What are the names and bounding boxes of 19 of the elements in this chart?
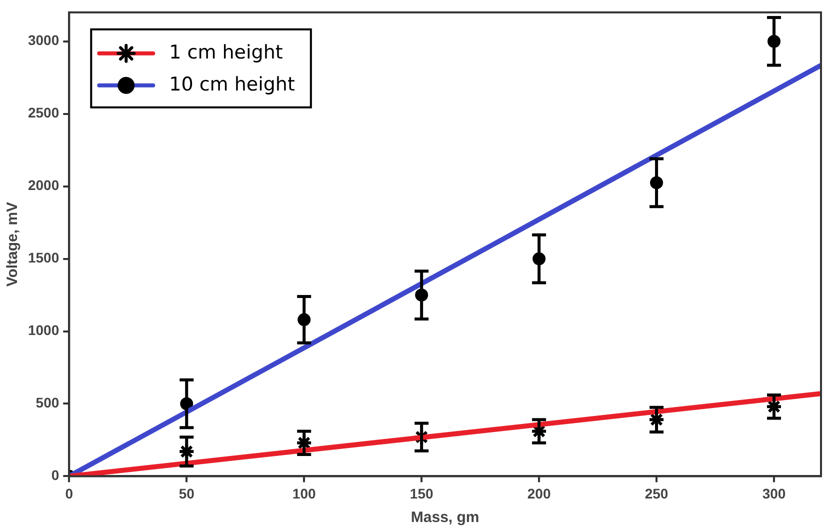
y-tick-label: 1000 bbox=[28, 322, 60, 338]
y-tick-label: 1500 bbox=[28, 250, 60, 266]
x-tick-label: 150 bbox=[410, 485, 434, 502]
x-tick-label: 300 bbox=[762, 485, 786, 502]
x-tick-label: 250 bbox=[644, 485, 668, 502]
x-axis-title: Mass, gm bbox=[410, 509, 480, 526]
y-axis-title: Voltage, mV bbox=[4, 202, 22, 287]
y-tick-label: 2500 bbox=[28, 104, 60, 121]
y-tick-label: 3000 bbox=[28, 32, 60, 48]
y-tick-label: 500 bbox=[36, 394, 60, 411]
legend-label: 1 cm height bbox=[169, 41, 283, 64]
x-tick-label: 0 bbox=[65, 485, 74, 502]
y-tick-label: 0 bbox=[51, 467, 60, 484]
x-tick-label: 50 bbox=[178, 485, 195, 502]
x-tick-label: 200 bbox=[527, 485, 551, 502]
legend-label: 10 cm height bbox=[169, 73, 295, 96]
x-tick-label: 100 bbox=[292, 485, 316, 502]
point bbox=[178, 443, 196, 460]
y-tick-label: 2000 bbox=[28, 177, 60, 194]
